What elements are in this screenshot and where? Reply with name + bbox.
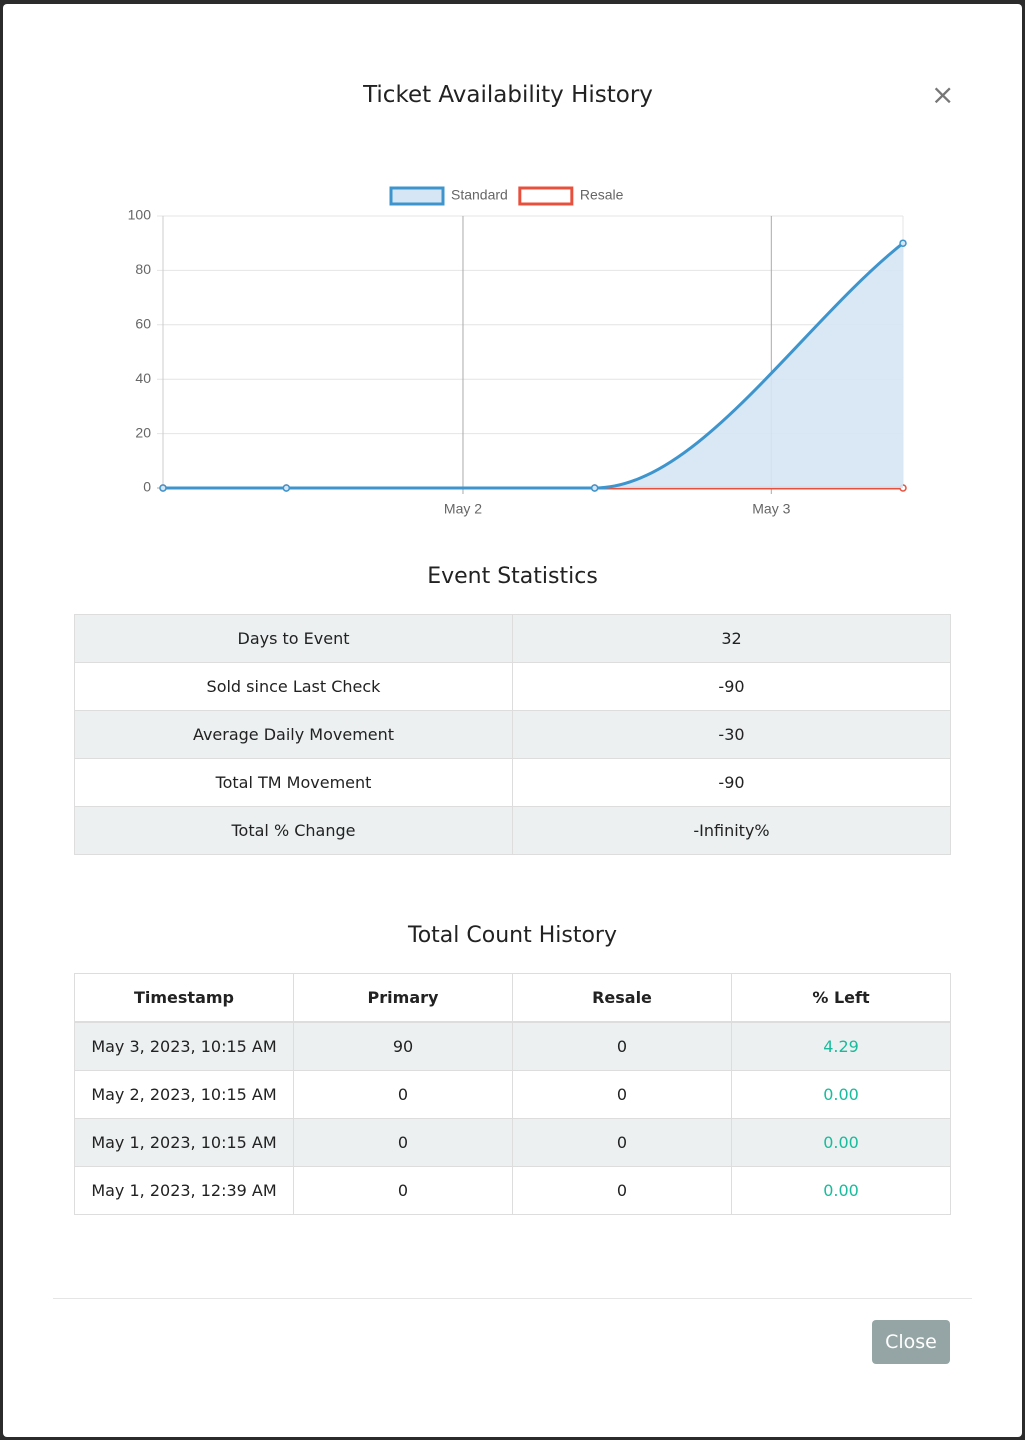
divider [53,1298,972,1299]
table-cell: Total TM Movement [74,758,513,807]
y-tick-label: 100 [128,207,152,223]
table-cell: May 2, 2023, 10:15 AM [74,1070,294,1119]
table-cell: 0 [512,1070,732,1119]
table-row: May 2, 2023, 10:15 AM 0 0 0.00 [74,1070,951,1119]
section-title: Event Statistics [427,564,598,589]
close-icon[interactable]: × [931,78,955,111]
table-cell: -30 [512,710,951,759]
stats-table: Days to Event 32 Sold since Last Check -90 A… [74,614,951,855]
y-tick-label: 40 [135,370,151,386]
table-row: May 3, 2023, 10:15 AM 90 0 4.29 [74,1021,951,1071]
table-cell: May 1, 2023, 12:39 AM [74,1166,294,1215]
table-cell: 90 [293,1021,513,1071]
table-cell: -90 [512,758,951,807]
table-cell: 4.29 [731,1021,951,1071]
line [162,242,904,490]
area [163,243,903,488]
table-row: Days to Event 32 [74,614,951,663]
table-cell: 0 [512,1118,732,1167]
table-cell: -Infinity% [512,806,951,855]
table-cell: 0.00 [731,1118,951,1167]
legend-swatch [389,186,445,206]
table-row: Average Daily Movement -30 [74,710,951,759]
point [899,239,907,247]
table-header-row: Timestamp Primary Resale% Left [74,973,951,1023]
table-cell: 0 [293,1166,513,1215]
x-tick-label: May 3 [752,501,790,517]
table-cell: 32 [512,614,951,663]
legend-label: Resale [580,187,624,203]
y-tick-label: 80 [135,261,151,277]
table-row: May 1, 2023, 12:39 AM 0 0 0.00 [74,1166,951,1215]
column-header: Primary [293,973,513,1023]
table-cell: -90 [512,662,951,711]
x-tick-label: May 2 [444,501,482,517]
table-cell: 0.00 [731,1070,951,1119]
section-title: Total Count History [408,923,617,948]
point [159,484,167,492]
table-row: Total TM Movement -90 [74,758,951,807]
legend-label: Standard [451,187,508,203]
y-tick-label: 0 [143,479,151,495]
table-cell: 0.00 [731,1166,951,1215]
modal-title: Ticket Availability History [363,82,653,108]
point [282,484,291,492]
y-tick-label: 20 [135,424,151,440]
table-cell: Average Daily Movement [74,710,513,759]
chart: 0 20 40 60 80 100 May 2 May 3 Standard Resale [128,186,907,517]
table-row: Total % Change -Infinity% [74,806,951,855]
table-row: May 1, 2023, 10:15 AM 0 0 0.00 [74,1118,951,1167]
modal: Ticket Availability History × 0 20 40 60 80 1… [3,4,1022,1437]
close-button[interactable]: Close [872,1320,950,1364]
table-cell: May 3, 2023, 10:15 AM [74,1021,294,1071]
table-cell: 0 [512,1166,732,1215]
table-cell: Days to Event [74,614,513,663]
table-cell: Sold since Last Check [74,662,513,711]
point [590,484,599,492]
table-row: Sold since Last Check -90 [74,662,951,711]
legend-swatch [518,186,574,206]
column-header: % Left [731,973,951,1023]
y-tick-label: 60 [135,316,151,332]
table-cell: 0 [293,1070,513,1119]
column-header: Timestamp [74,973,294,1023]
table-cell: 0 [293,1118,513,1167]
table-cell: Total % Change [74,806,513,855]
table-cell: May 1, 2023, 10:15 AM [74,1118,294,1167]
history-table: Timestamp Primary Resale% Left May 3, 2023,… [74,973,951,1215]
column-header: Resale [512,973,732,1023]
table-cell: 0 [512,1021,732,1071]
